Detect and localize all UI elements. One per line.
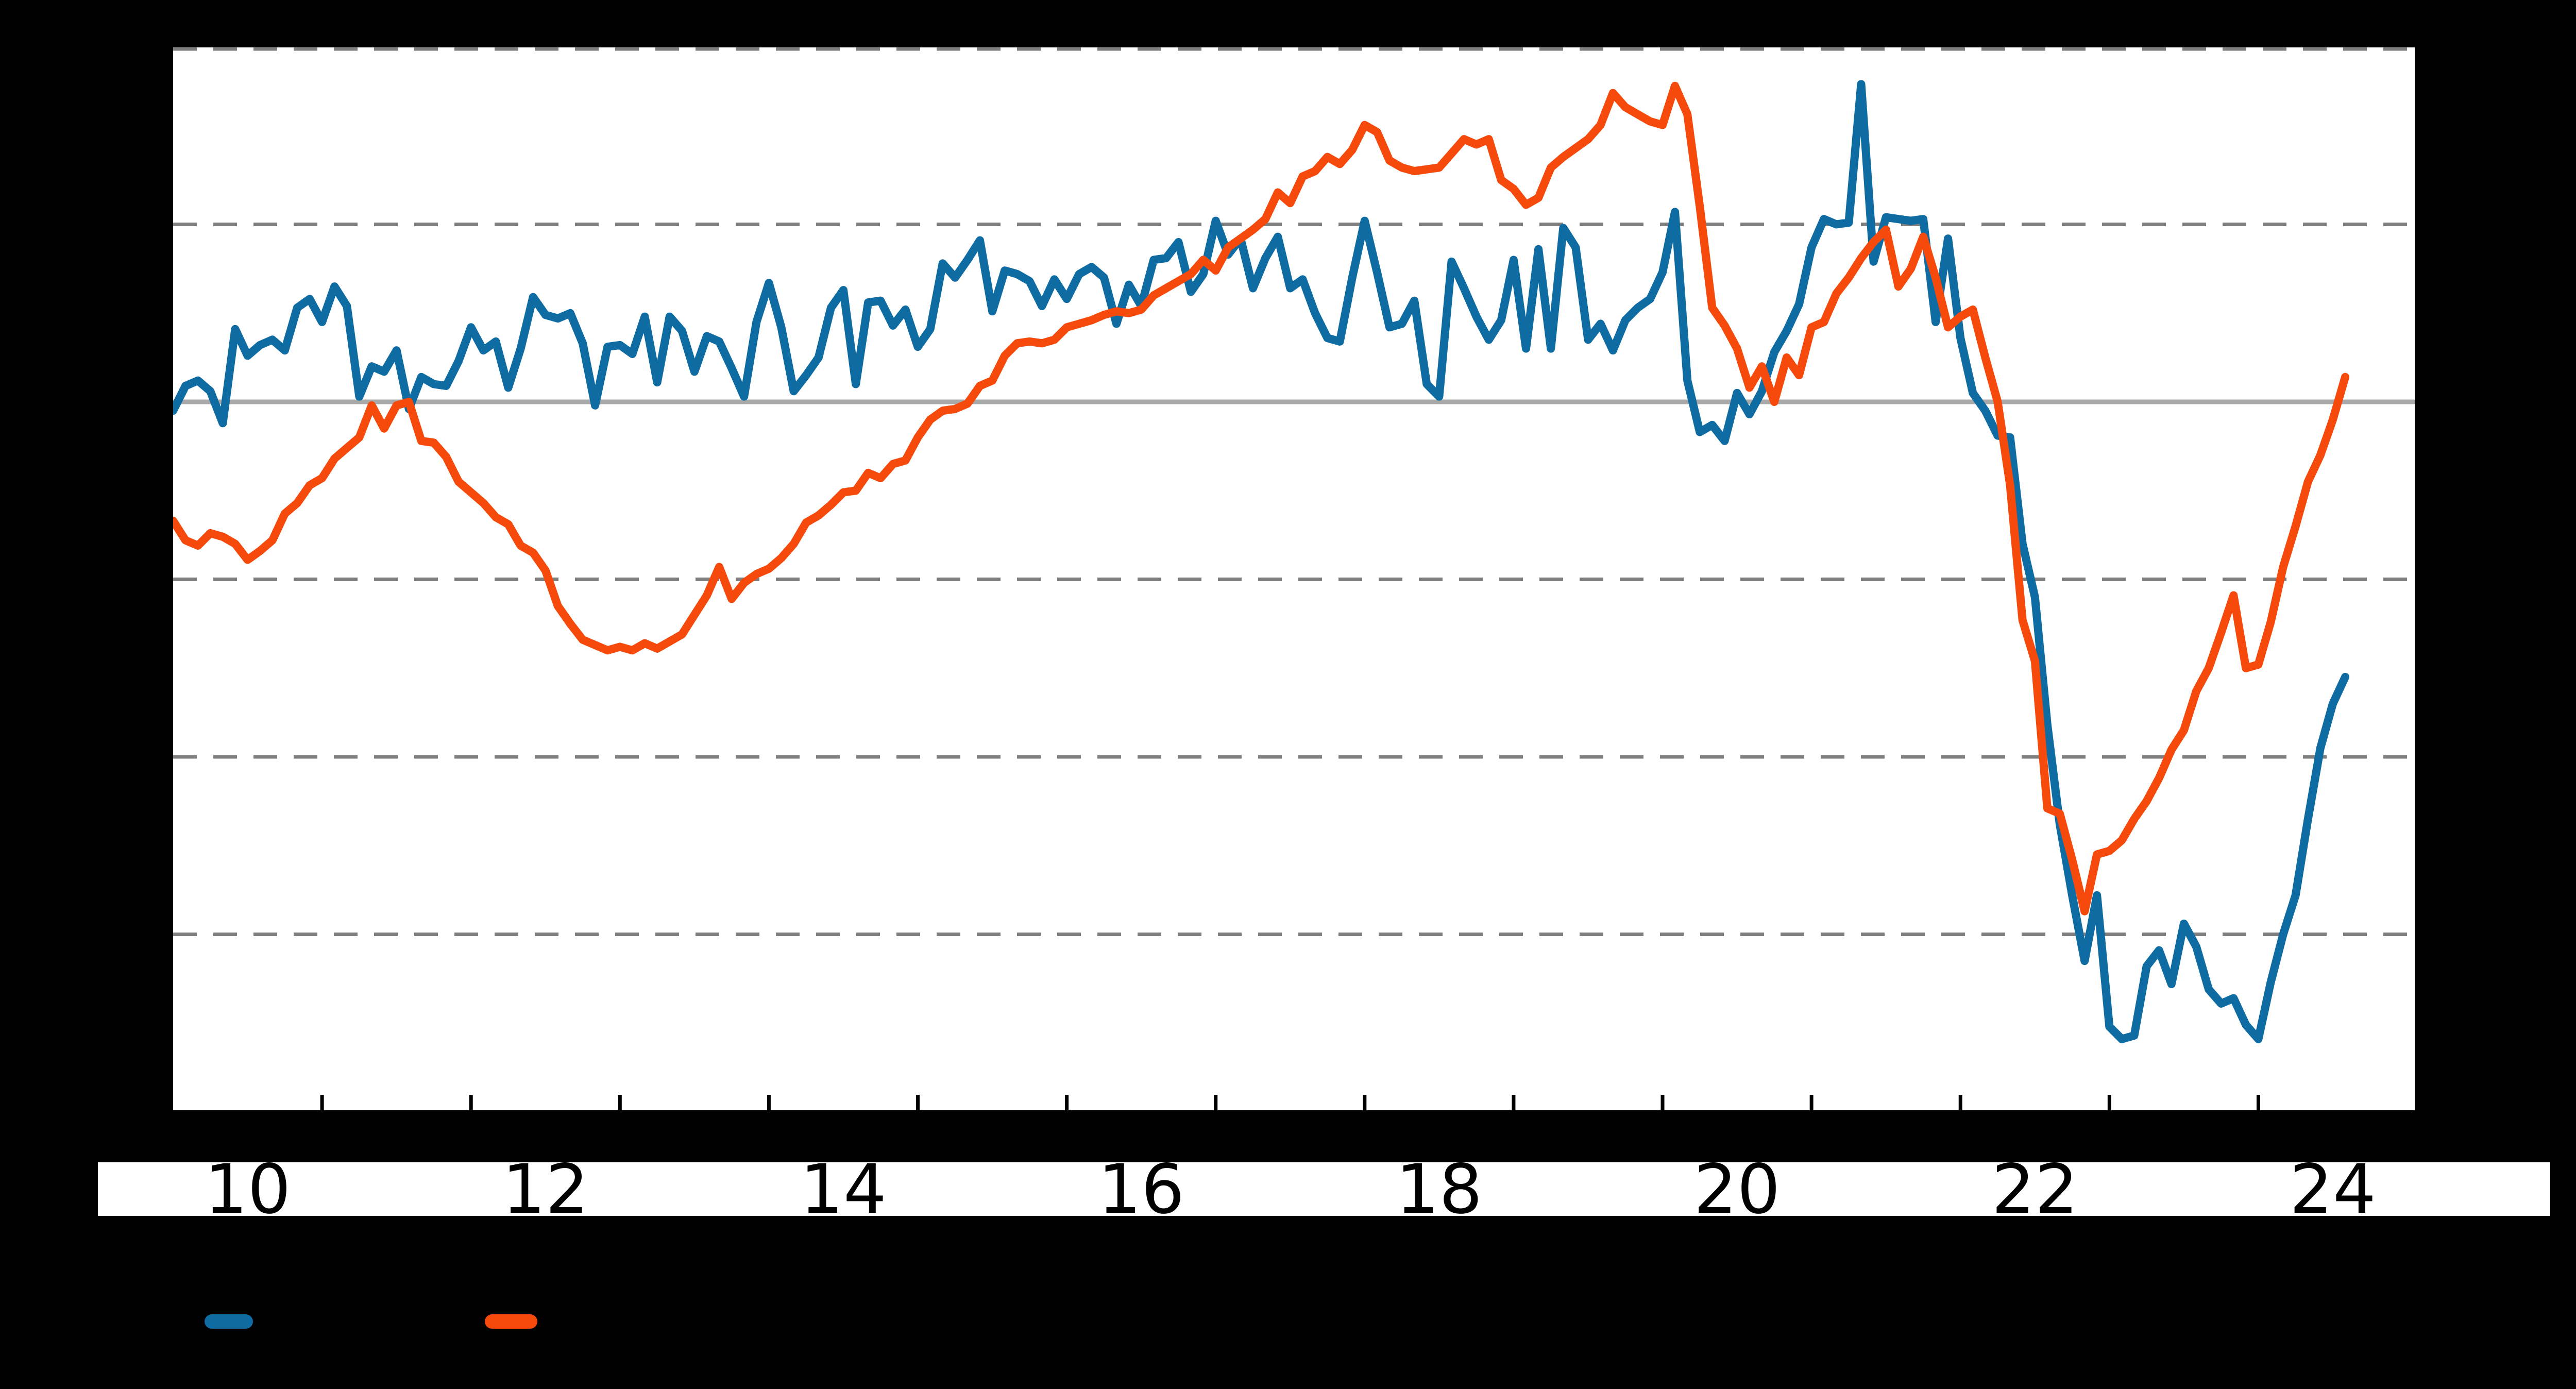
year-tick-2021 xyxy=(1809,1095,1814,1110)
data-series xyxy=(173,80,2350,1043)
year-tick-2016 xyxy=(1065,1095,1069,1110)
x-tick-label: 22 xyxy=(1992,1150,2078,1229)
x-tick-label: 12 xyxy=(502,1150,589,1229)
year-tick-2023 xyxy=(2107,1095,2111,1110)
x-tick-label: 10 xyxy=(205,1150,291,1229)
x-tick-label: 24 xyxy=(2290,1150,2376,1229)
year-tick-2019 xyxy=(1512,1095,1516,1110)
bottom-spine xyxy=(167,1110,2415,1116)
x-tick-label: 16 xyxy=(1098,1150,1184,1229)
x-tick-label: 14 xyxy=(800,1150,887,1229)
year-tick-2012 xyxy=(469,1095,473,1110)
axis-spines xyxy=(167,47,2415,1116)
x-tick-label: 18 xyxy=(1396,1150,1482,1229)
year-tick-2022 xyxy=(1958,1095,1962,1110)
year-tick-2011 xyxy=(320,1095,324,1110)
year-tick-2020 xyxy=(1660,1095,1665,1110)
year-tick-2017 xyxy=(1214,1095,1218,1110)
x-tick-label: 20 xyxy=(1694,1150,1781,1229)
x-axis-ticks xyxy=(320,1095,2260,1110)
year-tick-2018 xyxy=(1363,1095,1367,1110)
year-tick-2014 xyxy=(767,1095,771,1110)
left-spine xyxy=(167,47,173,1116)
year-tick-2024 xyxy=(2256,1095,2260,1110)
series-line-orange xyxy=(173,81,2350,916)
x-label-strip xyxy=(98,1162,2550,1216)
year-tick-2013 xyxy=(618,1095,622,1110)
series-line-blue xyxy=(173,80,2350,1043)
x-tick-label-strip: 10 12 14 16 18 20 22 24 xyxy=(98,1150,2550,1229)
year-tick-2015 xyxy=(916,1095,920,1110)
